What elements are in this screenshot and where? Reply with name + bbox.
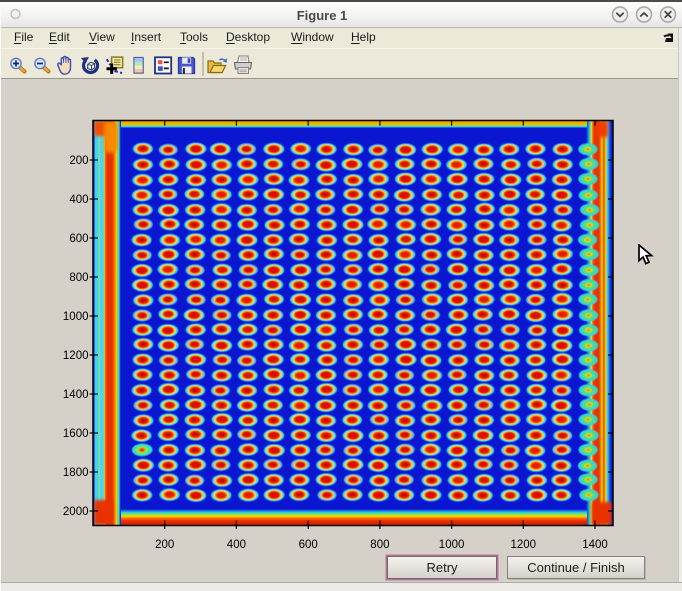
svg-text:800: 800 [370, 539, 389, 551]
svg-text:600: 600 [299, 539, 318, 551]
svg-text:600: 600 [69, 233, 88, 245]
svg-text:400: 400 [227, 539, 246, 551]
svg-text:1000: 1000 [439, 539, 465, 551]
svg-text:1000: 1000 [63, 311, 89, 323]
svg-text:1200: 1200 [511, 539, 537, 551]
svg-text:200: 200 [155, 539, 174, 551]
svg-text:1400: 1400 [63, 389, 89, 401]
svg-text:2000: 2000 [63, 506, 89, 518]
svg-text:200: 200 [69, 155, 88, 167]
svg-text:400: 400 [69, 194, 88, 206]
svg-text:800: 800 [69, 272, 88, 284]
svg-text:1600: 1600 [63, 428, 89, 440]
svg-text:1200: 1200 [63, 350, 89, 362]
svg-text:1800: 1800 [63, 467, 89, 479]
svg-text:1400: 1400 [582, 539, 608, 551]
